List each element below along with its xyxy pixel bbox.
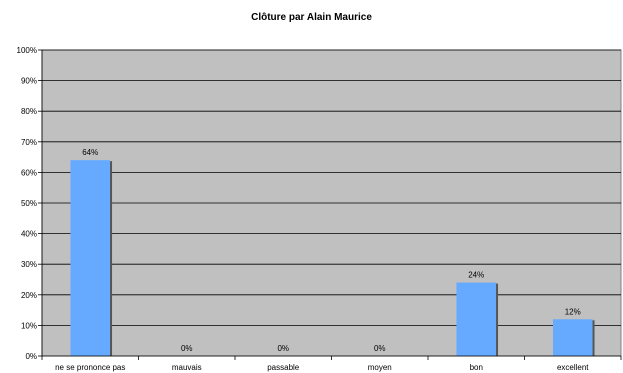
y-tick-label: 10% (21, 321, 37, 330)
bars (70, 160, 595, 356)
data-label: 0% (374, 344, 386, 353)
y-tick-label: 20% (21, 291, 37, 300)
y-tick-label: 100% (17, 46, 37, 55)
y-tick-label: 0% (25, 352, 37, 361)
y-tick-label: 50% (21, 199, 37, 208)
bar (552, 319, 593, 356)
data-labels: 64% 0% 0% 0% 24% 12% (82, 148, 581, 353)
y-tick-label: 90% (21, 77, 37, 86)
data-label: 12% (565, 307, 581, 316)
x-axis: ne se prononce pas mauvais passable moyen bo… (41, 356, 622, 372)
y-tick-label: 60% (21, 168, 37, 177)
gridlines (42, 49, 621, 326)
x-tick-label: passable (267, 363, 300, 372)
bar (70, 160, 111, 356)
x-tick-label: bon (470, 363, 483, 372)
data-label: 0% (277, 344, 289, 353)
bar (456, 282, 497, 356)
x-tick-label: ne se prononce pas (55, 363, 125, 372)
y-tick-label: 30% (21, 260, 37, 269)
x-tick-label: moyen (368, 363, 392, 372)
data-label: 24% (468, 271, 484, 280)
x-tick-label: mauvais (172, 363, 202, 372)
data-label: 64% (82, 148, 98, 157)
y-axis: 0% 10% 20% 30% 40% 50% 60% 70% 80% 90% 100% (17, 46, 43, 361)
y-tick-label: 70% (21, 138, 37, 147)
y-tick-label: 40% (21, 230, 37, 239)
y-tick-label: 80% (21, 107, 37, 116)
x-tick-label: excellent (557, 363, 589, 372)
chart-title: Clôture par Alain Maurice (251, 12, 372, 23)
data-label: 0% (181, 344, 193, 353)
